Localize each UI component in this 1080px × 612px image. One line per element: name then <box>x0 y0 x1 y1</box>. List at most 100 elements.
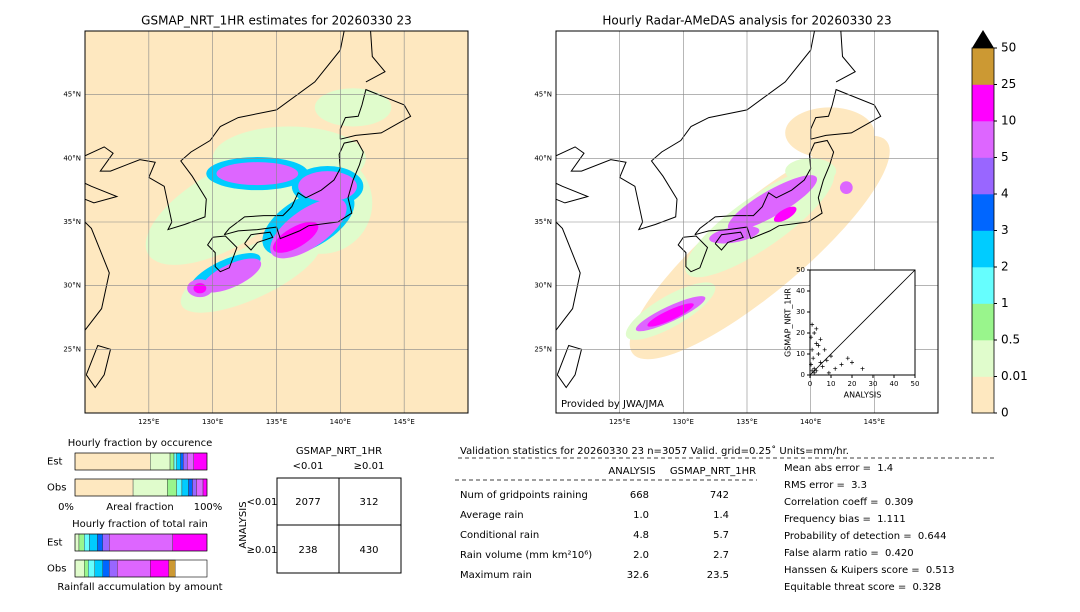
x-tick-label: 0 <box>808 380 812 388</box>
fraction-segment <box>180 452 184 471</box>
fraction-segment <box>169 452 175 471</box>
fraction-segment <box>97 533 103 552</box>
fraction-segment <box>172 533 208 552</box>
colorbar-tick-label: 50 <box>1001 41 1016 55</box>
x-tick-label: 10 <box>827 380 836 388</box>
fraction-segment <box>84 559 89 578</box>
lat-tick-label: 40°N <box>63 154 81 162</box>
column-header: GSMAP_NRT_1HR <box>670 466 756 477</box>
colorbar-segment <box>972 84 994 122</box>
colorbar-tick-label: 4 <box>1001 187 1009 201</box>
lat-tick-label: 25°N <box>534 345 552 353</box>
y-axis-label: GSMAP_NRT_1HR <box>784 288 793 357</box>
colorbar-segment <box>972 230 994 268</box>
coastline <box>694 139 835 240</box>
fraction-segment <box>176 452 181 471</box>
colorbar-tick-label: 0 <box>1001 406 1009 420</box>
lon-tick-label: 145°E <box>394 418 415 426</box>
lon-tick-label: 145°E <box>864 418 885 426</box>
colorbar-tick-label: 0.01 <box>1001 369 1028 383</box>
lon-tick-label: 125°E <box>609 418 630 426</box>
map-area <box>85 31 468 413</box>
stat-label: Num of gridpoints raining <box>460 490 588 501</box>
scatter-point <box>809 362 814 367</box>
y-tick-label: 30 <box>796 308 805 316</box>
score-label: Mean abs error = <box>784 463 871 474</box>
colorbar-tick-label: 2 <box>1001 260 1009 274</box>
score-label: Probability of detection = <box>784 531 912 542</box>
stat-value: 2.7 <box>713 550 729 561</box>
y-tick-label: 50 <box>796 266 805 274</box>
scatter-point <box>812 370 817 375</box>
coastline <box>244 231 274 251</box>
fraction-segment <box>74 559 85 578</box>
colorbar-tick-label: 3 <box>1001 223 1009 237</box>
fraction-segment <box>102 533 110 552</box>
y-tick-label: 0 <box>801 371 805 379</box>
scatter-point <box>845 356 850 361</box>
colorbar-tick-label: 25 <box>1001 77 1016 91</box>
score: Hanssen & Kuipers score = 0.513 <box>784 565 954 576</box>
score-label: Correlation coeff = <box>784 497 879 508</box>
coastline <box>835 31 856 83</box>
colorbar-tick-label: 0.5 <box>1001 333 1020 347</box>
x-tick-label: 30 <box>869 380 878 388</box>
stat-value: 2.0 <box>633 550 649 561</box>
fraction-segment <box>109 533 173 552</box>
scatter-point <box>810 322 815 327</box>
scatter-point <box>812 331 817 335</box>
rain-area <box>272 221 319 253</box>
scatter-point <box>824 358 829 363</box>
coastline <box>556 221 581 332</box>
scatter-point <box>818 337 823 342</box>
coastline <box>556 31 815 231</box>
score-value: 1.4 <box>877 463 893 474</box>
scatter-point <box>839 362 844 367</box>
colorbar-segment <box>972 121 994 158</box>
diagonal <box>809 269 916 376</box>
table-cell: 238 <box>298 545 317 556</box>
x-tick-label: 40 <box>890 380 899 388</box>
table-cell: 430 <box>359 545 378 556</box>
fraction-segment <box>74 533 80 552</box>
bar-frame <box>74 478 208 497</box>
lon-tick-label: 135°E <box>736 418 757 426</box>
score-label: Hanssen & Kuipers score = <box>784 565 920 576</box>
stat-value: 742 <box>710 490 729 501</box>
fraction-segment <box>94 559 103 578</box>
fraction-segment <box>150 452 171 471</box>
fraction-segment <box>150 559 169 578</box>
scatter-point <box>822 347 827 352</box>
map-title: Hourly Radar-AMeDAS analysis for 2026033… <box>602 14 891 28</box>
score-label: Frequency bias = <box>784 514 871 525</box>
score: Correlation coeff = 0.309 <box>784 497 913 508</box>
scatter-point <box>860 366 865 371</box>
score-value: 1.111 <box>877 514 906 525</box>
stat-label: Conditional rain <box>460 530 539 541</box>
fraction-segment <box>186 452 194 471</box>
table-title: GSMAP_NRT_1HR <box>296 446 382 457</box>
score: False alarm ratio = 0.420 <box>784 548 914 559</box>
colorbar-tick-label: 10 <box>1001 114 1016 128</box>
score-label: False alarm ratio = <box>784 548 879 559</box>
scatter-point <box>816 343 821 348</box>
stat-value: 668 <box>630 490 649 501</box>
lat-tick-label: 35°N <box>534 218 552 226</box>
lon-tick-label: 125°E <box>138 418 159 426</box>
column-header: ANALYSIS <box>608 466 655 477</box>
y-tick-label: 10 <box>796 350 805 358</box>
fraction-segment <box>181 478 189 497</box>
scatter-point <box>820 364 825 369</box>
stat-value: 1.4 <box>713 510 729 521</box>
scatter-point <box>810 347 815 352</box>
colorbar-segment <box>972 340 994 377</box>
fraction-segment <box>78 533 85 552</box>
fraction-segment <box>102 559 110 578</box>
scatter-point <box>850 360 854 365</box>
colorbar-segment <box>972 157 994 195</box>
stats-header: Validation statistics for 20260330 23 n=… <box>460 445 849 457</box>
colorbar-extend <box>972 30 994 48</box>
stat-value: 5.7 <box>713 530 729 541</box>
row-label: Obs <box>47 564 66 575</box>
fraction-segment <box>74 478 134 497</box>
